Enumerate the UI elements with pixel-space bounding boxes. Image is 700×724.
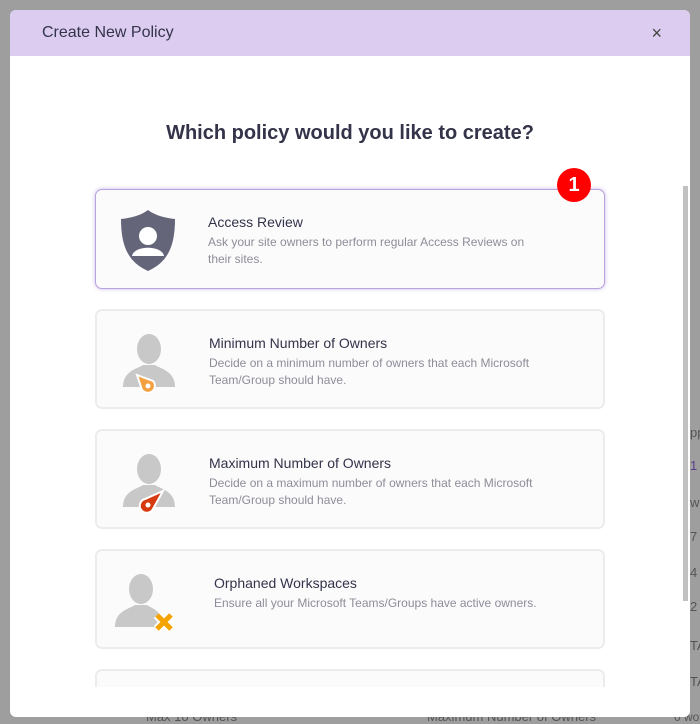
background-edge-text: 7 bbox=[690, 529, 698, 544]
card-description: Ask your site owners to perform regular … bbox=[208, 235, 525, 266]
card-description: Decide on a minimum number of owners tha… bbox=[209, 356, 530, 387]
policy-card-maximum-owners[interactable]: Maximum Number of Owners Decide on a max… bbox=[95, 429, 605, 529]
step-badge: 1 bbox=[557, 168, 591, 202]
card-description: Decide on a maximum number of owners tha… bbox=[209, 476, 533, 507]
user-x-icon bbox=[115, 574, 175, 633]
background-edge-text: 4 bbox=[690, 565, 698, 580]
user-gauge-max-icon bbox=[123, 454, 175, 513]
card-description: Ensure all your Microsoft Teams/Groups h… bbox=[214, 596, 537, 610]
dialog-header: Create New Policy × bbox=[10, 10, 690, 56]
policy-card-access-review[interactable]: Access Review Ask your site owners to pe… bbox=[95, 189, 605, 289]
background-edge-text: TA bbox=[690, 674, 700, 689]
close-icon[interactable]: × bbox=[651, 22, 662, 43]
policy-card-orphaned-workspaces[interactable]: Orphaned Workspaces Ensure all your Micr… bbox=[95, 549, 605, 649]
card-title: Orphaned Workspaces bbox=[214, 575, 357, 591]
shield-user-icon bbox=[121, 210, 175, 271]
card-title: Maximum Number of Owners bbox=[209, 455, 392, 471]
scrollbar[interactable] bbox=[683, 186, 688, 601]
background-edge-text: 1 bbox=[690, 458, 698, 473]
card-title: Access Review bbox=[208, 214, 303, 230]
background-edge-text: TA bbox=[690, 638, 700, 653]
policy-card-minimum-owners[interactable]: Minimum Number of Owners Decide on a min… bbox=[95, 309, 605, 409]
dialog-body: Which policy would you like to create? A… bbox=[10, 56, 690, 687]
background-edge-text: wo bbox=[690, 495, 700, 510]
background-edge-text: pp bbox=[690, 425, 700, 440]
user-gauge-min-icon bbox=[123, 334, 175, 393]
page-title: Which policy would you like to create? bbox=[166, 122, 534, 144]
policy-card-more[interactable] bbox=[95, 669, 605, 687]
card-title: Minimum Number of Owners bbox=[209, 335, 388, 351]
create-policy-dialog: Create New Policy × Which policy would y… bbox=[10, 10, 690, 717]
dialog-title: Create New Policy bbox=[42, 24, 174, 41]
background-edge-text: 2 bbox=[690, 599, 698, 614]
